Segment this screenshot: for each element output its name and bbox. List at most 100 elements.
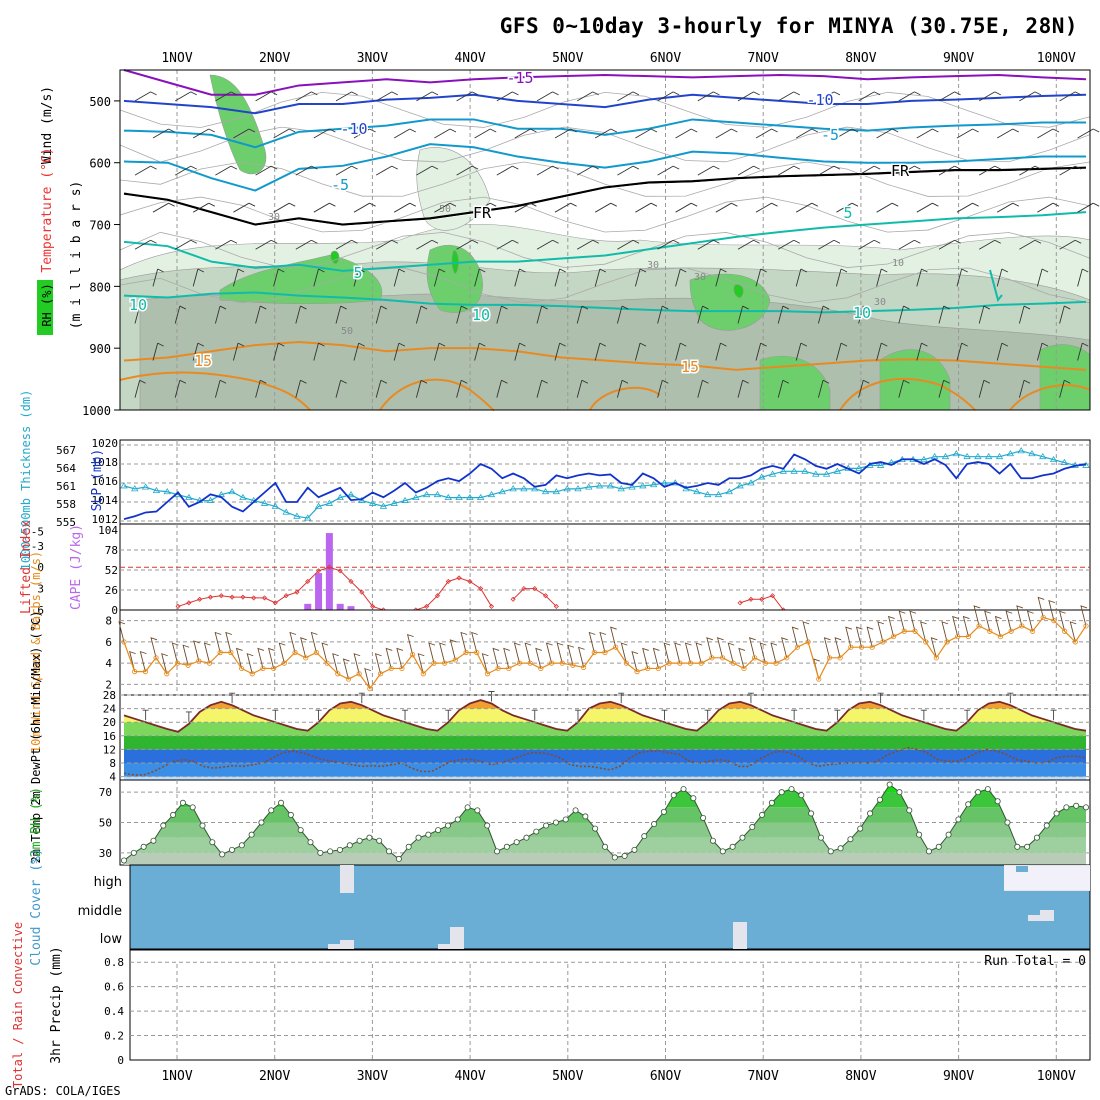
thickness-marker [703, 490, 712, 498]
rh-marker [631, 846, 638, 853]
profile-wind-barb [353, 128, 376, 139]
profile-wind-barb [496, 165, 519, 176]
lifted-index-marker [283, 593, 289, 599]
rh-marker [395, 855, 402, 862]
contour-label: 15 [681, 358, 699, 376]
wind-speed-marker [484, 671, 491, 677]
profile-wind-barb [576, 305, 589, 324]
cloud-row-label: high [94, 875, 122, 890]
pressure-tick-label: 800 [89, 280, 111, 294]
slp-thickness-panel: 1020 1018 1016 1014 1012 567 564 561 558 555 SLP … [19, 390, 1091, 571]
profile-wind-barb [375, 305, 388, 324]
wind-speed-marker [666, 660, 672, 666]
rh-marker [886, 781, 893, 788]
temp-ylabel: 2m Temp 2m DewPt (6hr Min/Max) (°C) [29, 611, 43, 864]
profile-wind-barb [697, 379, 709, 398]
temp-band [124, 763, 1086, 777]
wind-speed-marker [1062, 628, 1068, 634]
profile-wind-barb [956, 268, 968, 287]
profile-wind-barb [657, 165, 680, 176]
wind-speed-marker [420, 671, 426, 677]
thickness-marker [941, 452, 950, 460]
rh-marker [278, 799, 285, 806]
profile-wind-barb [898, 239, 921, 250]
surface-wind-barb [235, 647, 243, 669]
profile-wind-barb [295, 305, 307, 324]
thickness-marker [790, 467, 798, 474]
wind-speed-marker [741, 665, 747, 672]
profile-wind-barb [876, 202, 899, 213]
profile-wind-barb [255, 379, 267, 398]
lifted-index-marker [759, 596, 765, 602]
profile-wind-barb [255, 91, 278, 102]
temperature-contour [123, 69, 1087, 96]
wind-speed-marker [409, 652, 416, 658]
contour-label: 10 [853, 304, 871, 322]
thickness-marker [433, 490, 442, 498]
wind-speed-marker [335, 671, 341, 677]
thickness-marker [779, 467, 788, 474]
profile-wind-barb [737, 239, 760, 250]
thickness-marker [606, 482, 615, 489]
profile-wind-barb [1077, 128, 1100, 139]
pressure-tick-label: 1000 [82, 404, 111, 418]
pressure-tick-label: 500 [89, 95, 111, 109]
wind-speed-marker [388, 665, 394, 672]
wind-speed-marker [271, 665, 277, 672]
temp-band [124, 735, 1086, 750]
wind-speed-marker [1019, 623, 1025, 629]
thickness-marker [120, 482, 128, 489]
surface-wind-barb [428, 642, 436, 664]
profile-wind-barb [375, 239, 398, 250]
profile-wind-barb [635, 128, 658, 139]
wind-speed-marker [837, 655, 843, 661]
rh-marker [759, 811, 766, 818]
profile-wind-barb [1019, 91, 1042, 102]
surface-wind-barb [417, 653, 425, 674]
rh-marker [709, 837, 716, 844]
profile-wind-barb [456, 379, 468, 398]
rh-marker [867, 810, 874, 817]
thickness-marker [260, 499, 269, 506]
chart-title: GFS 0~10day 3-hourly for MINYA (30.75E, … [500, 14, 1078, 38]
surface-wind-barb [353, 653, 361, 674]
wind-speed-marker [228, 649, 234, 656]
profile-wind-barb [978, 379, 991, 398]
rh-marker [1083, 804, 1090, 811]
profile-wind-barb [777, 91, 800, 102]
thickness-marker [747, 479, 755, 486]
bottom-day-label: 6NOV [650, 1069, 681, 1084]
rh-marker [1024, 843, 1031, 850]
surface-wind-barb [855, 626, 863, 648]
profile-wind-barb [134, 379, 146, 398]
thickness-marker [876, 461, 885, 468]
thickness-marker [347, 490, 355, 498]
surface-wind-barb [342, 658, 350, 680]
thickness-ylabel: 1000~500mb Thickness (dm) [19, 390, 33, 571]
precip-tick-label: 0 [117, 1054, 124, 1067]
lifted-index-line [177, 566, 384, 611]
rh-marker [376, 837, 383, 844]
bottom-day-label: 1NOV [161, 1069, 192, 1084]
rh-contour-label: 50 [341, 326, 353, 337]
rh-marker [464, 804, 471, 811]
contour-label: -15 [506, 69, 533, 87]
cloud-gap [1040, 910, 1054, 921]
profile-wind-barb [978, 165, 1001, 176]
slp-tick-label: 1012 [92, 513, 119, 526]
profile-wind-barb [1036, 342, 1049, 361]
wind-speed-marker [805, 639, 811, 645]
precip-tick-label: 0.2 [104, 1030, 124, 1043]
lifted-index-marker [456, 575, 462, 581]
profile-wind-barb [456, 165, 479, 176]
contour-label: FR [473, 204, 492, 222]
rh-marker [1043, 822, 1050, 829]
profile-wind-barb [353, 268, 365, 287]
surface-wind-barb [406, 633, 414, 655]
surface-wind-barb [1080, 605, 1088, 627]
thickness-marker [758, 473, 766, 480]
profile-wind-barb [657, 305, 669, 324]
profile-wind-barb [635, 202, 658, 213]
thickness-marker [1060, 458, 1069, 465]
thickness-marker [325, 499, 334, 506]
